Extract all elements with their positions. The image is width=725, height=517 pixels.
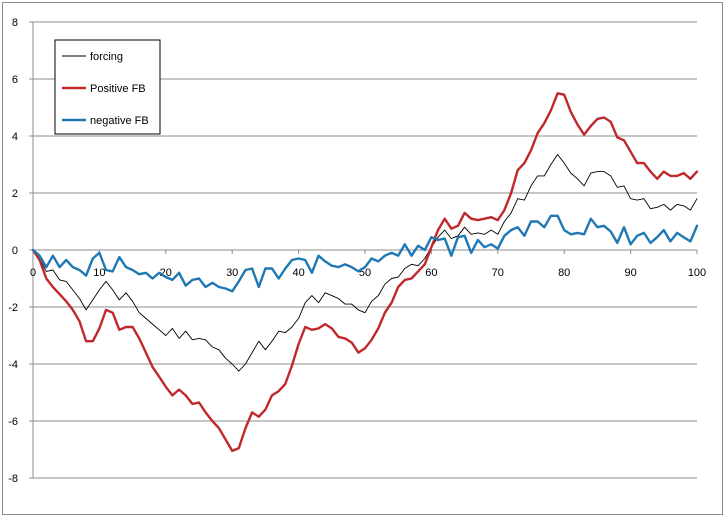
legend: forcing Positive FB negative FB [54, 39, 161, 135]
y-tick-label: 2 [12, 188, 18, 200]
series-line-positive-fb [31, 92, 699, 453]
legend-label-positive-fb: Positive FB [90, 83, 146, 95]
y-tick-label: 4 [12, 131, 18, 143]
y-tick-labels: 8 6 4 2 0 -2 -4 -6 -8 [8, 17, 18, 485]
x-tick-label: 70 [492, 267, 504, 279]
series-line-negative-fb [31, 214, 699, 293]
x-tick-label: 30 [226, 267, 238, 279]
x-tick-label: 80 [558, 267, 570, 279]
legend-label-forcing: forcing [90, 51, 123, 63]
y-tick-label: 8 [12, 17, 18, 29]
y-tick-label: -6 [8, 416, 18, 428]
x-tick-label: 0 [30, 267, 36, 279]
x-tick-label: 90 [624, 267, 636, 279]
series-lines [31, 92, 699, 453]
legend-label-negative-fb: negative FB [90, 115, 149, 127]
x-tick-label: 40 [292, 267, 304, 279]
series-line-forcing [32, 154, 698, 372]
y-tick-label: 6 [12, 74, 18, 86]
x-tick-label: 10 [93, 267, 105, 279]
x-tick-labels: 0 10 20 30 40 50 60 70 80 90 100 [30, 267, 706, 279]
y-tick-label: 0 [12, 245, 18, 257]
x-tick-label: 100 [688, 267, 706, 279]
x-tick-label: 60 [425, 267, 437, 279]
y-tick-label: -8 [8, 473, 18, 485]
y-tick-label: -2 [8, 302, 18, 314]
y-tick-label: -4 [8, 359, 18, 371]
